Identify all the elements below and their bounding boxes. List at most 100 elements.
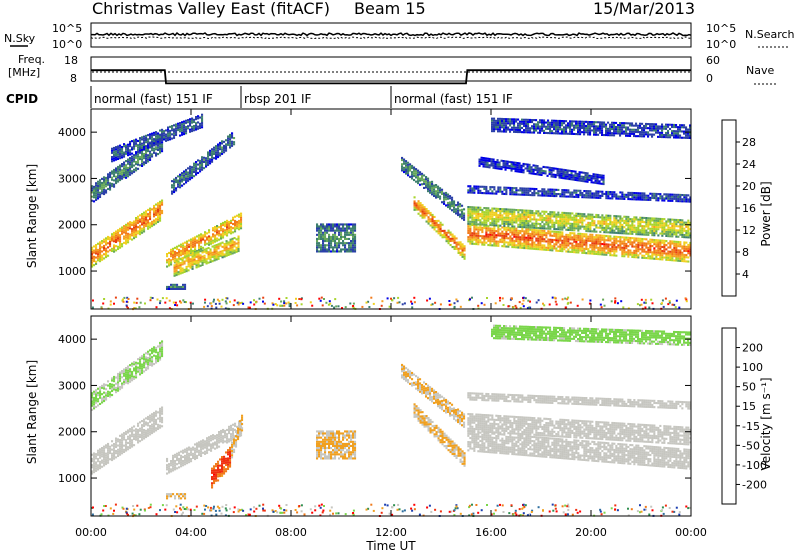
heatmap-cell — [316, 246, 319, 249]
heatmap-cell — [336, 244, 339, 247]
heatmap-cell — [671, 235, 674, 238]
heatmap-cell — [487, 215, 490, 218]
heatmap-cell — [663, 241, 666, 244]
heatmap-cell — [435, 219, 438, 222]
heatmap-cell — [543, 238, 546, 241]
heatmap-cell — [532, 164, 535, 167]
heatmap-cell — [336, 225, 339, 228]
heatmap-cell — [673, 218, 676, 221]
heatmap-cell — [681, 247, 684, 250]
heatmap-cell — [473, 206, 476, 209]
heatmap-cell — [505, 193, 508, 196]
heatmap-cell — [629, 243, 632, 246]
heatmap-cell — [497, 216, 500, 219]
heatmap-cell — [643, 192, 646, 195]
heatmap-cell — [121, 163, 124, 166]
heatmap-cell — [203, 250, 206, 253]
heatmap-cell — [639, 196, 642, 199]
heatmap-cell — [537, 212, 540, 215]
heatmap-cell — [113, 173, 116, 176]
heatmap-cell — [109, 173, 112, 176]
heatmap-cell — [228, 227, 231, 230]
heatmap-cell — [415, 168, 418, 171]
heatmap-cell — [143, 148, 146, 151]
heatmap-cell — [176, 258, 179, 261]
heatmap-cell — [93, 249, 96, 252]
heatmap-cell — [507, 128, 510, 131]
heatmap-cell — [547, 192, 550, 195]
heatmap-cell — [326, 223, 329, 226]
heatmap-cell — [471, 214, 474, 217]
heatmap-cell — [598, 174, 601, 177]
heatmap-cell — [177, 175, 180, 178]
heatmap-cell — [513, 242, 516, 245]
heatmap-cell — [593, 196, 596, 199]
heatmap-cell — [571, 250, 574, 253]
heatmap-cell — [209, 162, 212, 165]
heatmap-cell — [548, 168, 551, 171]
heatmap-cell — [593, 220, 596, 223]
heatmap-cell — [681, 260, 684, 263]
heatmap-cell — [555, 228, 558, 231]
heatmap-cell — [583, 241, 586, 244]
heatmap-cell — [627, 215, 630, 218]
heatmap-cell — [607, 127, 610, 130]
heatmap-cell — [657, 197, 660, 200]
heatmap-cell — [659, 241, 662, 244]
heatmap-cell — [687, 250, 690, 253]
heatmap-cell — [231, 252, 234, 255]
heatmap-cell — [348, 244, 351, 247]
heatmap-cell — [186, 242, 189, 245]
heatmap-cell — [507, 208, 510, 211]
heatmap-cell — [574, 170, 577, 173]
heatmap-cell — [461, 210, 464, 213]
heatmap-cell — [517, 219, 520, 222]
heatmap-cell — [443, 196, 446, 199]
heatmap-cell — [199, 250, 202, 253]
heatmap-cell — [477, 228, 480, 231]
heatmap-cell — [617, 132, 620, 135]
heatmap-cell — [592, 175, 595, 178]
heatmap-cell — [647, 219, 650, 222]
heatmap-cell — [207, 155, 210, 158]
heatmap-cell — [559, 126, 562, 129]
heatmap-cell — [214, 238, 217, 241]
heatmap-cell — [173, 130, 176, 133]
heatmap-cell — [115, 167, 118, 170]
heatmap-cell — [637, 135, 640, 138]
heatmap-cell — [539, 246, 542, 249]
heatmap-cell — [577, 131, 580, 134]
heatmap-cell — [427, 210, 430, 213]
heatmap-cell — [526, 163, 529, 166]
heatmap-cell — [517, 231, 520, 234]
heatmap-cell — [553, 192, 556, 195]
heatmap-cell — [617, 246, 620, 249]
heatmap-cell — [577, 223, 580, 226]
heatmap-cell — [492, 160, 495, 163]
heatmap-cell — [615, 227, 618, 230]
heatmap-cell — [553, 132, 556, 135]
heatmap-cell — [429, 220, 432, 223]
heatmap-cell — [615, 246, 618, 249]
heatmap-cell — [497, 130, 500, 133]
heatmap-cell — [539, 212, 542, 215]
heatmap-cell — [511, 241, 514, 244]
heatmap-cell — [226, 234, 229, 237]
heatmap-cell — [348, 223, 351, 226]
heatmap-cell — [125, 172, 128, 175]
heatmap-cell — [489, 235, 492, 238]
heatmap-cell — [607, 235, 610, 238]
heatmap-cell — [505, 222, 508, 225]
heatmap-cell — [147, 215, 150, 218]
heatmap-cell — [549, 232, 552, 235]
heatmap-cell — [641, 244, 644, 247]
heatmap-cell — [190, 248, 193, 251]
heatmap-cell — [437, 228, 440, 231]
heatmap-cell — [131, 157, 134, 160]
heatmap-cell — [675, 233, 678, 236]
heatmap-cell — [127, 237, 130, 240]
heatmap-cell — [687, 243, 690, 246]
heatmap-cell — [557, 215, 560, 218]
heatmap-cell — [534, 166, 537, 169]
heatmap-cell — [511, 219, 514, 222]
